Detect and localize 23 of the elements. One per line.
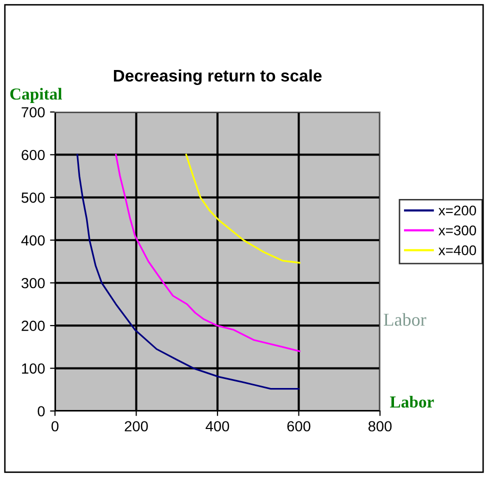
- y-tick-label: 100: [22, 363, 45, 374]
- legend-label: x=200: [438, 206, 476, 216]
- legend-label: x=300: [438, 225, 476, 236]
- y-axis-title: Capital: [10, 88, 62, 104]
- x-tick-label: 200: [124, 421, 148, 432]
- y-tick-label: 700: [22, 107, 45, 118]
- line-series: [76, 154, 300, 390]
- y-tick-label: 0: [38, 406, 45, 416]
- x-tick-label: 600: [287, 421, 310, 432]
- legend-label: x=400: [438, 245, 476, 256]
- chart-title: Decreasing return to scale: [114, 69, 322, 85]
- x-axis-title: Labor: [390, 396, 434, 408]
- x-tick-label: 0: [52, 421, 58, 432]
- y-tick-label: 400: [21, 235, 45, 246]
- line-series: [115, 154, 300, 352]
- y-tick-label: 500: [22, 192, 45, 203]
- x-tick-label: 400: [206, 421, 230, 432]
- y-tick-label: 600: [22, 150, 45, 160]
- x-tick-label: 800: [368, 421, 392, 432]
- text: Labor: [384, 313, 426, 326]
- y-tick-label: 300: [22, 278, 45, 288]
- line-series: [185, 154, 300, 264]
- y-tick-label: 200: [22, 320, 45, 331]
